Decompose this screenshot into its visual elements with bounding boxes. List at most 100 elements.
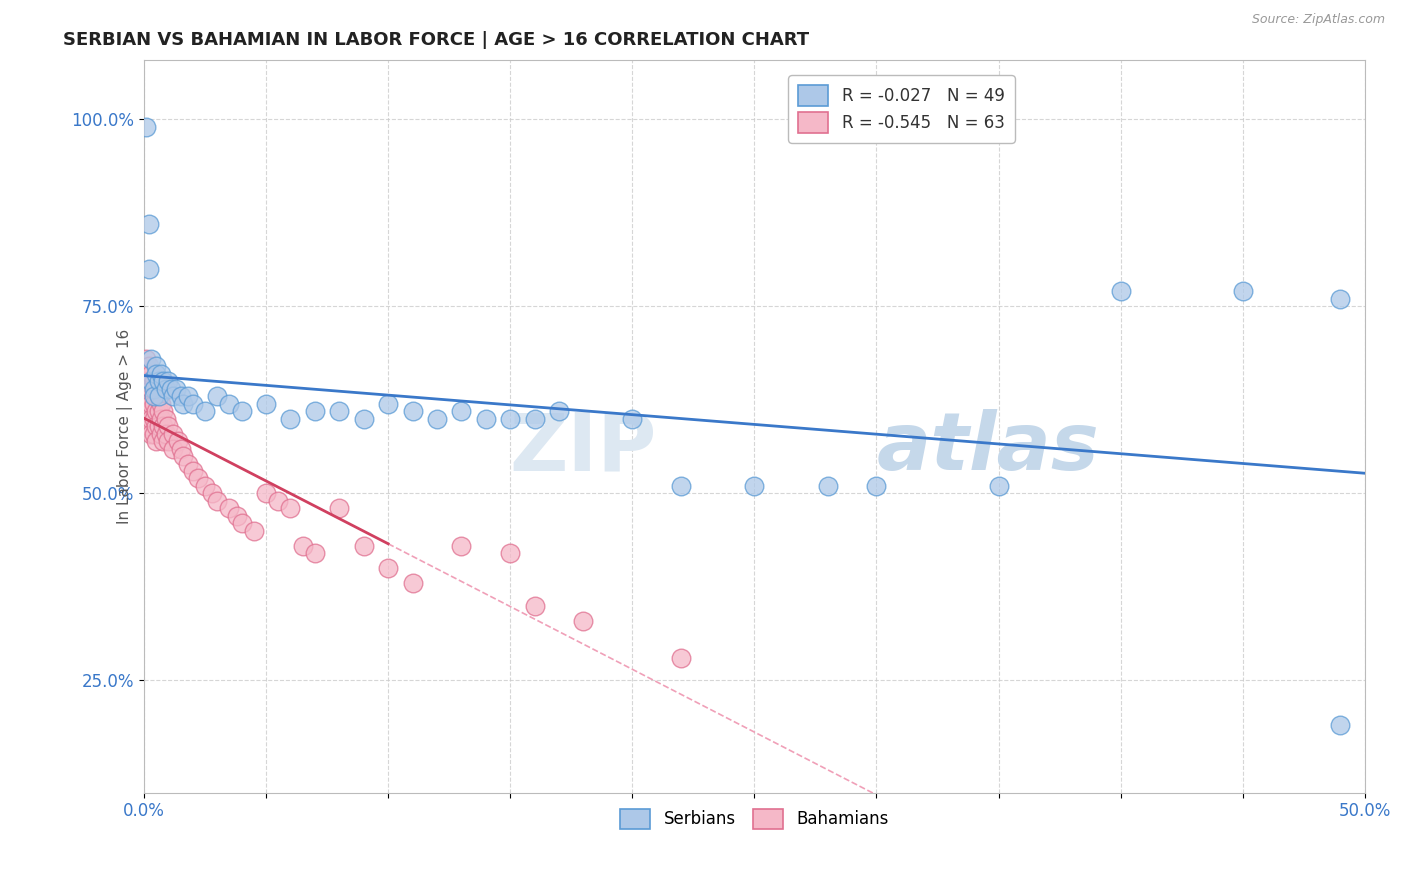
Text: atlas: atlas	[876, 409, 1099, 487]
Text: ZIP: ZIP	[509, 409, 657, 487]
Point	[1329, 292, 1351, 306]
Point	[280, 501, 302, 516]
Point	[744, 479, 766, 493]
Point	[172, 397, 194, 411]
Point	[254, 486, 277, 500]
Point	[194, 479, 217, 493]
Point	[155, 426, 177, 441]
Point	[148, 374, 170, 388]
Point	[987, 479, 1010, 493]
Point	[231, 516, 253, 531]
Point	[401, 404, 423, 418]
Point	[142, 382, 165, 396]
Point	[328, 501, 350, 516]
Point	[142, 411, 165, 425]
Point	[187, 471, 209, 485]
Point	[426, 411, 449, 425]
Text: SERBIAN VS BAHAMIAN IN LABOR FORCE | AGE > 16 CORRELATION CHART: SERBIAN VS BAHAMIAN IN LABOR FORCE | AGE…	[63, 31, 810, 49]
Point	[181, 464, 204, 478]
Point	[177, 457, 200, 471]
Point	[291, 539, 314, 553]
Point	[181, 397, 204, 411]
Point	[401, 576, 423, 591]
Point	[148, 389, 170, 403]
Point	[1109, 285, 1132, 299]
Point	[157, 374, 180, 388]
Point	[150, 426, 173, 441]
Point	[450, 404, 472, 418]
Point	[141, 411, 163, 425]
Point	[148, 389, 170, 403]
Point	[152, 434, 174, 448]
Point	[231, 404, 253, 418]
Point	[135, 120, 157, 134]
Point	[145, 367, 167, 381]
Point	[141, 397, 163, 411]
Point	[167, 434, 190, 448]
Point	[865, 479, 887, 493]
Point	[152, 419, 174, 434]
Point	[145, 434, 167, 448]
Point	[157, 434, 180, 448]
Point	[162, 442, 184, 456]
Point	[141, 367, 163, 381]
Y-axis label: In Labor Force | Age > 16: In Labor Force | Age > 16	[117, 328, 132, 524]
Point	[1329, 718, 1351, 732]
Point	[152, 404, 174, 418]
Point	[169, 442, 191, 456]
Point	[201, 486, 224, 500]
Point	[267, 494, 290, 508]
Point	[172, 449, 194, 463]
Point	[148, 404, 170, 418]
Point	[523, 599, 546, 613]
Point	[138, 389, 160, 403]
Point	[304, 404, 326, 418]
Point	[243, 524, 266, 538]
Legend: Serbians, Bahamians: Serbians, Bahamians	[614, 802, 896, 836]
Point	[142, 374, 165, 388]
Point	[159, 382, 181, 396]
Point	[145, 359, 167, 374]
Point	[225, 508, 247, 523]
Point	[499, 411, 522, 425]
Point	[218, 397, 240, 411]
Point	[194, 404, 217, 418]
Text: Source: ZipAtlas.com: Source: ZipAtlas.com	[1251, 13, 1385, 27]
Point	[254, 397, 277, 411]
Point	[138, 217, 160, 231]
Point	[145, 382, 167, 396]
Point	[138, 359, 160, 374]
Point	[141, 426, 163, 441]
Point	[138, 262, 160, 277]
Point	[138, 374, 160, 388]
Point	[377, 397, 399, 411]
Point	[817, 479, 839, 493]
Point	[150, 367, 173, 381]
Point	[572, 614, 595, 628]
Point	[218, 501, 240, 516]
Point	[138, 419, 160, 434]
Point	[304, 546, 326, 560]
Point	[141, 351, 163, 366]
Point	[523, 411, 546, 425]
Point	[142, 389, 165, 403]
Point	[145, 404, 167, 418]
Point	[280, 411, 302, 425]
Point	[142, 426, 165, 441]
Point	[205, 389, 228, 403]
Point	[138, 404, 160, 418]
Point	[475, 411, 498, 425]
Point	[150, 411, 173, 425]
Point	[353, 411, 375, 425]
Point	[669, 651, 692, 665]
Point	[377, 561, 399, 575]
Point	[162, 426, 184, 441]
Point	[135, 351, 157, 366]
Point	[669, 479, 692, 493]
Point	[150, 397, 173, 411]
Point	[135, 397, 157, 411]
Point	[155, 411, 177, 425]
Point	[135, 374, 157, 388]
Point	[155, 382, 177, 396]
Point	[165, 382, 187, 396]
